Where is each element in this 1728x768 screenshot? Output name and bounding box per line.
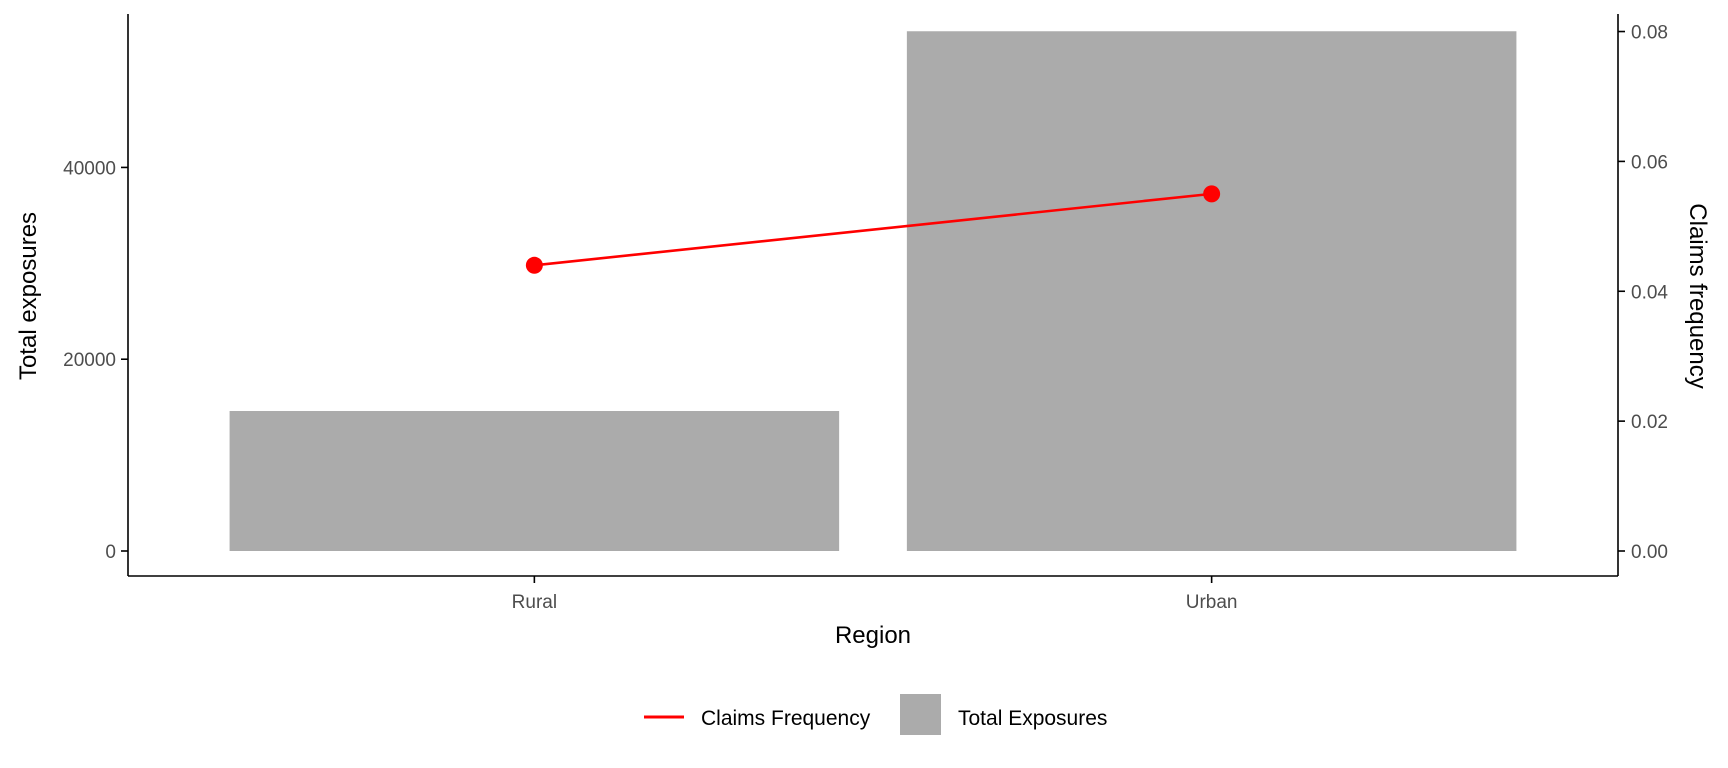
left-tick-label: 0	[105, 542, 116, 563]
line-claims-frequency	[534, 192, 1212, 267]
legend-key-total-exposures	[900, 694, 941, 735]
right-tick-label: 0.02	[1631, 412, 1668, 433]
bar-series-total-exposures	[229, 31, 1517, 551]
line-series-claims-frequency	[525, 185, 1221, 274]
point-urban	[1203, 185, 1221, 203]
legend-label-total-exposures: Total Exposures	[958, 707, 1107, 730]
x-tick-label: Rural	[512, 592, 557, 613]
x-tick-label: Urban	[1186, 592, 1238, 613]
bar-urban	[906, 31, 1517, 551]
right-tick-label: 0.00	[1631, 542, 1668, 563]
right-axis-title: Claims frequency	[1684, 203, 1711, 388]
right-tick-label: 0.04	[1631, 282, 1668, 303]
right-tick-label: 0.06	[1631, 152, 1668, 173]
right-tick-label: 0.08	[1631, 23, 1668, 44]
x-axis-title: Region	[835, 622, 911, 649]
right-axis-ticks: 0.00 0.02 0.04 0.06 0.08	[1618, 23, 1668, 563]
point-rural	[525, 256, 543, 274]
left-tick-label: 40000	[63, 158, 116, 179]
legend-label-claims-frequency: Claims Frequency	[701, 707, 871, 730]
bar-rural	[229, 410, 840, 551]
x-axis-ticks: Rural Urban	[512, 576, 1238, 613]
left-axis-title: Total exposures	[15, 212, 42, 380]
legend: Claims Frequency Total Exposures	[644, 694, 1107, 735]
left-axis-ticks: 0 20000 40000	[63, 158, 128, 563]
left-tick-label: 20000	[63, 350, 116, 371]
